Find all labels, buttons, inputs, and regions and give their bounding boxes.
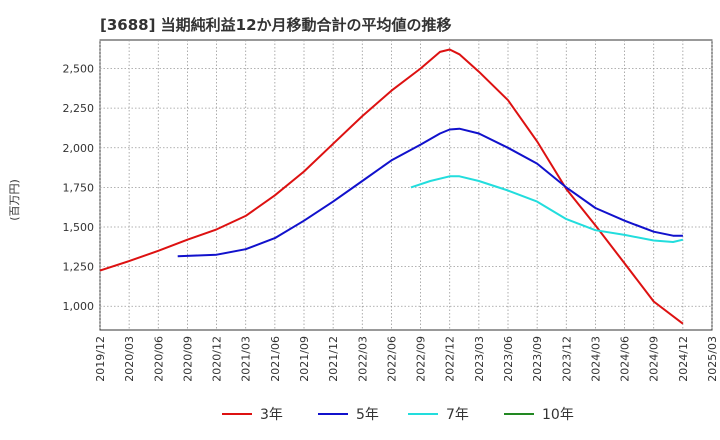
series-line-0 [99,48,684,325]
x-tick-label: 2020/06 [152,336,165,382]
legend-label-0: 3年 [260,407,283,423]
x-tick-label: 2023/06 [502,336,515,382]
series-line-1 [177,127,683,258]
x-tick-label: 2019/12 [94,336,107,382]
legend: 3年 5年 7年 10年 [222,407,574,423]
x-tick-label: 2022/03 [356,336,369,382]
x-tick-label: 2020/09 [181,336,194,382]
plot-area: 2019/12 2020/03 2020/06 2020/09 2020/12 2021/… [63,39,719,382]
y-tick-label: 2,250 [63,102,95,115]
x-tick-label: 2022/09 [415,336,428,382]
x-tick-label: 2024/09 [648,336,661,382]
x-tick-label: 2021/09 [298,336,311,382]
chart-title: [3688] 当期純利益12か月移動合計の平均値の推移 [100,16,452,34]
x-tick-label: 2025/03 [706,336,719,382]
legend-label-3: 10年 [542,407,574,423]
legend-label-2: 7年 [446,407,469,423]
y-tick-label: 1,000 [63,300,95,313]
x-tick-label: 2020/12 [211,336,224,382]
series-line-2 [410,175,684,243]
y-tick-label: 2,000 [63,142,95,155]
x-tick-label: 2024/06 [619,336,632,382]
x-tick-label: 2022/06 [385,336,398,382]
y-tick-label: 2,500 [63,63,95,76]
x-tick-label: 2023/09 [531,336,544,382]
x-tick-label: 2024/03 [589,336,602,382]
x-tick-label: 2024/12 [677,336,690,382]
y-tick-label: 1,500 [63,221,95,234]
x-tick-label: 2021/03 [240,336,253,382]
plot-frame [99,39,713,331]
x-tick-label: 2020/03 [123,336,136,382]
y-tick-label: 1,250 [63,261,95,274]
x-tick-label: 2023/03 [473,336,486,382]
x-tick-label: 2023/12 [560,336,573,382]
y-axis-label: (百万円) [8,179,21,221]
x-tick-label: 2021/12 [327,336,340,382]
x-tick-label: 2021/06 [269,336,282,382]
y-tick-label: 1,750 [63,181,95,194]
x-tick-label: 2022/12 [444,336,457,382]
legend-label-1: 5年 [356,407,379,423]
